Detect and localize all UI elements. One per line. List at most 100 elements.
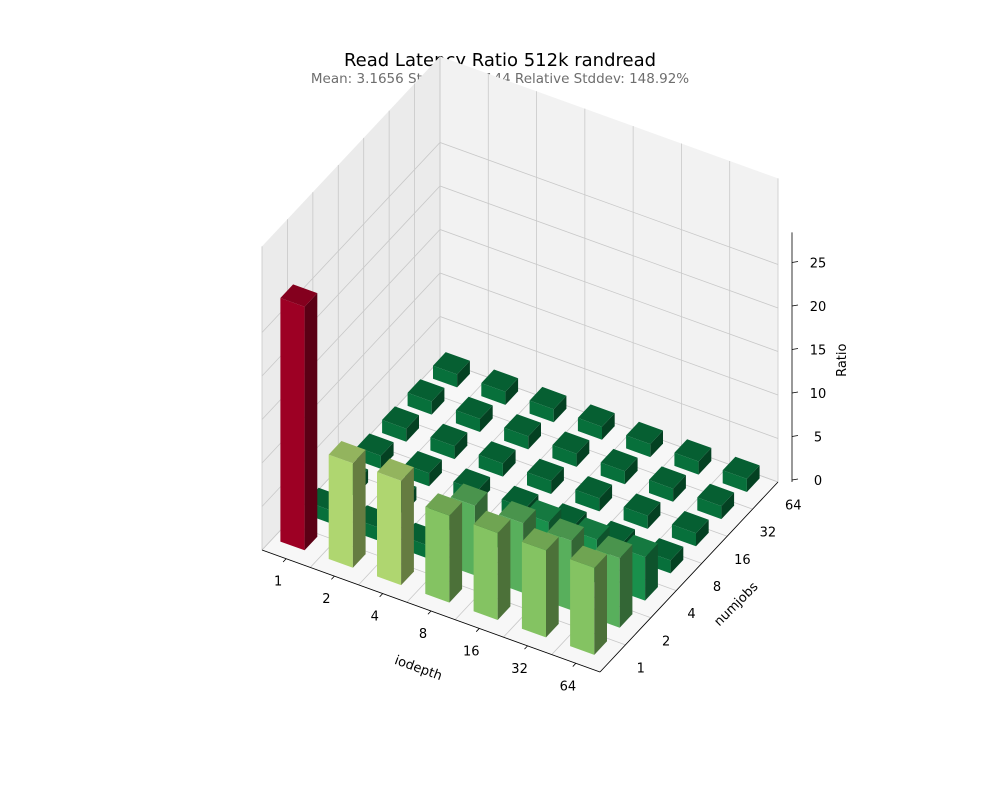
bar-top-face [328,441,366,464]
z-axis-label: Ratio [835,343,850,376]
bar-side-face [502,449,516,477]
bar-side-face [553,395,567,423]
x-tick [524,645,528,650]
bar-top-face [552,431,590,454]
bar-top-face [356,433,394,456]
y-tick-label: 1 [637,661,645,676]
bar-side-face [480,405,493,432]
bar-top-face [649,466,686,489]
z-tick-label: 25 [810,257,827,272]
bar-side-face [647,502,661,529]
z-tick [791,391,799,394]
x-tick-label: 8 [419,627,427,642]
bar-top-face [433,352,470,375]
x-axis-label: iodepth [392,653,444,684]
bar [575,476,613,512]
bar-front-face [674,452,699,475]
bar-front-face [649,479,674,502]
bar-side-face [304,293,318,551]
bar-side-face [619,544,633,628]
tick-labels: 1 2 4 8 16 32 64 1 2 4 8 16 32 64 0 5 10 15 20 25 [274,257,826,695]
bar-top-face [722,456,760,479]
x-tick-label: 1 [274,575,282,590]
bar [600,448,638,485]
bar-side-face [746,465,760,492]
bar-top-face [570,545,607,568]
bar-side-face [429,459,442,487]
bar-side-face [505,378,519,405]
bar [473,510,511,620]
bar-top-face [425,493,463,516]
bar [674,439,712,475]
bar-front-face [527,472,552,494]
bar-front-face [626,435,651,458]
bar-side-face [696,519,709,547]
bar-front-face [425,506,450,603]
bar [455,396,493,432]
bar-top-face [575,476,613,499]
bar-front-face [478,454,503,477]
bar-front-face [504,427,529,450]
bar-side-face [546,536,559,638]
bar-front-face [521,541,546,638]
bar [570,545,607,655]
y-tick-label: 32 [760,526,777,541]
bar-side-face [645,543,658,601]
x-tick [331,575,335,580]
bar [722,456,760,492]
bar-front-face [377,472,402,586]
bar-front-face [570,559,595,655]
bar-top-face [623,493,661,516]
bar-side-face [602,413,615,440]
x-tick-label: 4 [371,610,379,625]
bar-top-face [280,284,318,307]
bar [649,466,686,502]
bar-side-face [670,546,684,574]
x-tick-label: 64 [560,679,577,694]
bar-top-face [405,451,442,474]
bar-top-face [527,458,564,481]
bar-front-face [722,470,747,492]
bar-side-face [551,467,564,494]
z-tick [791,304,799,307]
bar-side-face [698,447,712,475]
bar-side-face [673,475,686,502]
bar-side-face [380,442,394,469]
x-tick [427,610,432,615]
bar [577,404,615,440]
bar-front-face [407,392,432,415]
bar-top-face [481,369,519,392]
bar [481,369,519,405]
bar-top-face [377,458,414,481]
bar [377,458,414,586]
bar-top-face [529,386,567,410]
z-tick-label: 20 [810,300,827,315]
bar [433,352,470,388]
y-tick-label: 2 [662,634,670,649]
bar-front-face [481,383,506,405]
z-tick-label: 0 [814,474,822,489]
bar-side-face [431,387,445,415]
bar-front-face [623,507,648,529]
bar-top-face [504,414,541,437]
bar-top-face [499,501,536,524]
bar-side-face [721,492,735,520]
x-tick [475,628,480,632]
bars [280,284,760,655]
z-tick [791,435,799,437]
z-tick-label: 15 [810,344,827,359]
bar [356,433,394,469]
z-tick [791,261,799,263]
bar-top-face [671,511,709,534]
bar-side-face [650,430,663,458]
z-tick-label: 5 [814,431,822,446]
bar-front-face [433,365,458,388]
x-tick-label: 16 [463,644,480,659]
bar [552,431,590,467]
bar [527,458,564,494]
bar-front-face [529,400,554,423]
bar-top-face [547,518,585,541]
bar-top-face [478,441,516,464]
bar-side-face [454,432,468,460]
